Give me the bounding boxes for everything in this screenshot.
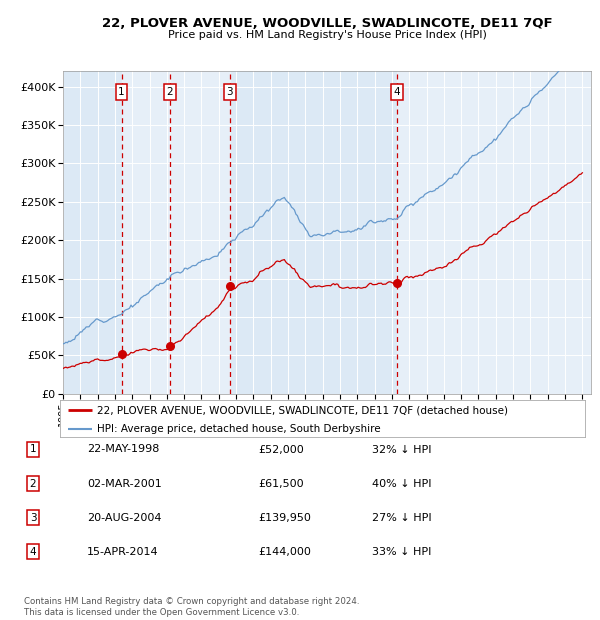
Text: 4: 4 bbox=[29, 547, 37, 557]
Text: 33% ↓ HPI: 33% ↓ HPI bbox=[372, 547, 431, 557]
Text: Contains HM Land Registry data © Crown copyright and database right 2024.
This d: Contains HM Land Registry data © Crown c… bbox=[24, 598, 359, 617]
Text: £139,950: £139,950 bbox=[258, 513, 311, 523]
Text: 3: 3 bbox=[227, 87, 233, 97]
Text: 20-AUG-2004: 20-AUG-2004 bbox=[87, 513, 161, 523]
Text: 1: 1 bbox=[118, 87, 125, 97]
Text: 22-MAY-1998: 22-MAY-1998 bbox=[87, 445, 160, 454]
Text: 15-APR-2014: 15-APR-2014 bbox=[87, 547, 158, 557]
Text: £52,000: £52,000 bbox=[258, 445, 304, 454]
Text: £144,000: £144,000 bbox=[258, 547, 311, 557]
Bar bbox=[170, 71, 230, 394]
Text: 22, PLOVER AVENUE, WOODVILLE, SWADLINCOTE, DE11 7QF (detached house): 22, PLOVER AVENUE, WOODVILLE, SWADLINCOT… bbox=[97, 405, 508, 415]
Text: £61,500: £61,500 bbox=[258, 479, 304, 489]
Text: HPI: Average price, detached house, South Derbyshire: HPI: Average price, detached house, Sout… bbox=[97, 424, 380, 434]
Text: 02-MAR-2001: 02-MAR-2001 bbox=[87, 479, 162, 489]
Text: 4: 4 bbox=[394, 87, 400, 97]
Bar bbox=[122, 71, 170, 394]
Text: 40% ↓ HPI: 40% ↓ HPI bbox=[372, 479, 431, 489]
Text: 2: 2 bbox=[29, 479, 37, 489]
Text: 1: 1 bbox=[29, 445, 37, 454]
Text: 32% ↓ HPI: 32% ↓ HPI bbox=[372, 445, 431, 454]
Bar bbox=[397, 71, 591, 394]
Text: Price paid vs. HM Land Registry's House Price Index (HPI): Price paid vs. HM Land Registry's House … bbox=[167, 30, 487, 40]
Text: 22, PLOVER AVENUE, WOODVILLE, SWADLINCOTE, DE11 7QF: 22, PLOVER AVENUE, WOODVILLE, SWADLINCOT… bbox=[101, 17, 553, 30]
Text: 2: 2 bbox=[166, 87, 173, 97]
Text: 27% ↓ HPI: 27% ↓ HPI bbox=[372, 513, 431, 523]
Text: 3: 3 bbox=[29, 513, 37, 523]
